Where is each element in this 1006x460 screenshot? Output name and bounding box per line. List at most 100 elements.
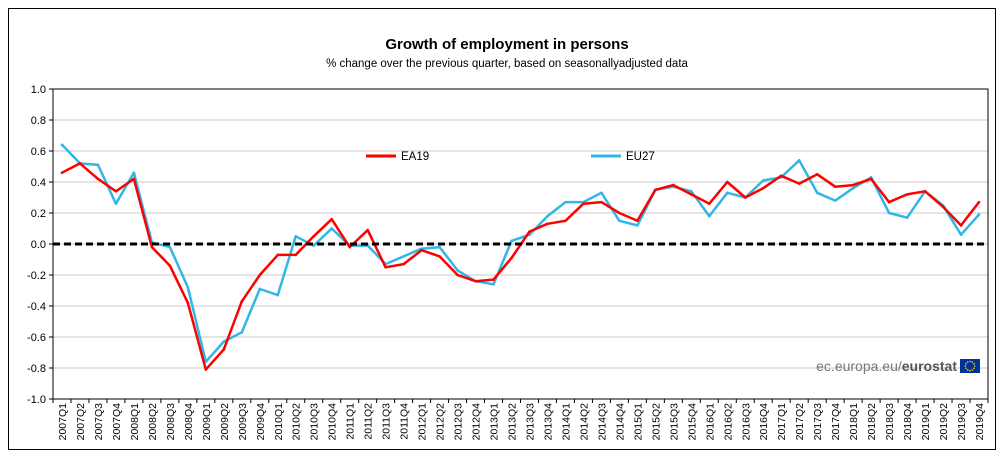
data-point-eu27: [456, 269, 459, 272]
data-point-ea19: [60, 171, 64, 174]
x-tick-label: 2012Q2: [435, 403, 447, 441]
x-tick-label: 2017Q2: [794, 403, 806, 441]
data-point-eu27: [438, 245, 441, 249]
data-point-ea19: [186, 301, 190, 305]
flag-star: [969, 369, 971, 372]
y-tick-label: 0.2: [31, 208, 46, 220]
data-point-ea19: [456, 273, 459, 277]
x-tick-label: 2016Q2: [722, 403, 734, 441]
x-tick-label: 2008Q4: [183, 403, 195, 441]
data-point-eu27: [725, 191, 729, 195]
x-tick-label: 2019Q3: [956, 403, 968, 441]
logo-brand-text: eurostat: [902, 358, 958, 374]
data-point-eu27: [492, 283, 495, 286]
x-tick-label: 2018Q1: [848, 403, 860, 441]
data-point-ea19: [977, 200, 981, 204]
data-point-ea19: [761, 186, 765, 190]
x-tick-label: 2015Q2: [650, 403, 662, 441]
x-tick-label: 2016Q1: [704, 403, 716, 441]
data-point-eu27: [168, 245, 172, 249]
data-point-ea19: [276, 253, 280, 257]
data-point-eu27: [636, 224, 639, 227]
data-point-ea19: [366, 228, 369, 232]
flag-star: [965, 362, 967, 365]
data-point-eu27: [833, 199, 837, 202]
x-tick-label: 2016Q4: [758, 403, 770, 441]
data-point-ea19: [78, 162, 82, 165]
data-point-eu27: [96, 163, 100, 167]
chart-subtitle: % change over the previous quarter, base…: [326, 58, 688, 70]
flag-star: [973, 362, 975, 365]
y-tick-label: -0.8: [27, 363, 46, 375]
y-tick-label: 0.6: [31, 146, 46, 158]
data-point-ea19: [240, 300, 244, 303]
data-point-ea19: [348, 245, 351, 249]
x-tick-label: 2009Q1: [201, 403, 213, 441]
data-point-ea19: [600, 200, 603, 204]
data-point-ea19: [132, 177, 136, 181]
data-point-ea19: [959, 224, 963, 227]
data-point-ea19: [150, 245, 154, 249]
x-tick-label: 2019Q2: [938, 403, 950, 441]
y-tick-label: -0.2: [27, 270, 46, 282]
data-point-ea19: [797, 182, 801, 185]
flag-star: [973, 365, 976, 367]
chart-title: Growth of employment in persons: [385, 36, 628, 53]
flag-star: [971, 361, 974, 363]
data-point-ea19: [438, 255, 441, 258]
x-tick-label: 2008Q2: [147, 403, 159, 441]
x-tick-label: 2018Q3: [884, 403, 896, 441]
data-point-ea19: [887, 200, 891, 204]
x-tick-label: 2014Q2: [578, 403, 590, 441]
data-point-eu27: [510, 239, 513, 243]
flag-star: [969, 360, 971, 363]
x-tick-label: 2008Q3: [165, 403, 177, 441]
eu-flag-icon: [960, 359, 980, 373]
data-point-ea19: [492, 278, 495, 281]
data-point-ea19: [474, 279, 477, 283]
y-tick-label: -0.6: [27, 332, 46, 344]
data-point-eu27: [330, 227, 334, 230]
data-point-ea19: [690, 193, 693, 196]
flag-star: [973, 367, 975, 370]
x-tick-label: 2012Q3: [453, 403, 465, 441]
x-tick-label: 2007Q4: [111, 403, 123, 441]
data-point-ea19: [707, 202, 711, 205]
data-point-eu27: [761, 179, 765, 182]
eu-flag-stars-icon: [964, 360, 976, 372]
x-tick-label: 2013Q4: [542, 403, 554, 441]
data-point-ea19: [779, 174, 783, 178]
chart-frame: Growth of employment in persons % change…: [8, 8, 996, 450]
data-point-ea19: [905, 193, 909, 196]
x-tick-label: 2013Q3: [524, 403, 536, 441]
data-point-ea19: [114, 190, 118, 193]
y-tick-label: 1.0: [31, 84, 46, 96]
data-point-eu27: [564, 200, 567, 204]
data-point-ea19: [168, 264, 172, 267]
data-point-eu27: [797, 159, 801, 162]
data-point-eu27: [690, 190, 693, 193]
x-tick-label: 2014Q4: [614, 403, 626, 441]
data-point-ea19: [833, 185, 837, 188]
x-tick-label: 2015Q1: [632, 403, 644, 441]
flag-star: [966, 361, 969, 363]
x-tick-label: 2007Q2: [75, 403, 87, 441]
data-point-ea19: [402, 262, 405, 266]
x-tick-label: 2016Q3: [740, 403, 752, 441]
data-point-eu27: [546, 214, 549, 218]
data-point-eu27: [905, 216, 909, 219]
data-point-ea19: [743, 196, 747, 199]
y-axis-ticks: 1.0 0.8 0.6 0.4 0.2 0.0 -0.2 -0.4 -0.6 -0.8 -1.0: [27, 84, 53, 406]
employment-growth-chart: Growth of employment in persons % change…: [27, 36, 989, 441]
data-point-eu27: [222, 340, 226, 343]
plot-area-border: [52, 88, 989, 400]
x-tick-label: 2011Q2: [363, 403, 375, 440]
x-tick-label: 2019Q4: [974, 403, 986, 441]
x-tick-label: 2011Q3: [381, 403, 393, 440]
x-tick-label: 2017Q1: [776, 403, 788, 441]
data-point-eu27: [114, 202, 118, 205]
data-point-eu27: [60, 143, 64, 147]
x-tick-label: 2014Q3: [596, 403, 608, 441]
x-tick-label: 2007Q1: [57, 403, 69, 441]
data-point-eu27: [276, 293, 280, 297]
